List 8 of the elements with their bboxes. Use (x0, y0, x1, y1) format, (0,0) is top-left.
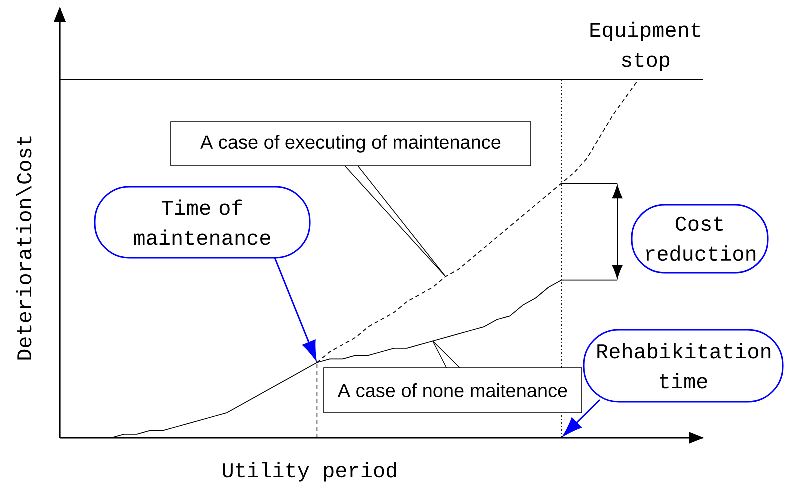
legend-label: A case of none maitenance (338, 384, 568, 398)
annotation: Time of maintenance (134, 200, 270, 246)
y-axis-title: Deterioration\Cost (16, 136, 32, 360)
x-axis-title: Utility period (223, 462, 396, 482)
annotation: Rehabikitation time (598, 343, 771, 389)
ref-line-label: Equipment stop (590, 22, 700, 72)
text: Cost reduction (646, 216, 756, 262)
text: A case of executing of maintenance (200, 135, 501, 153)
